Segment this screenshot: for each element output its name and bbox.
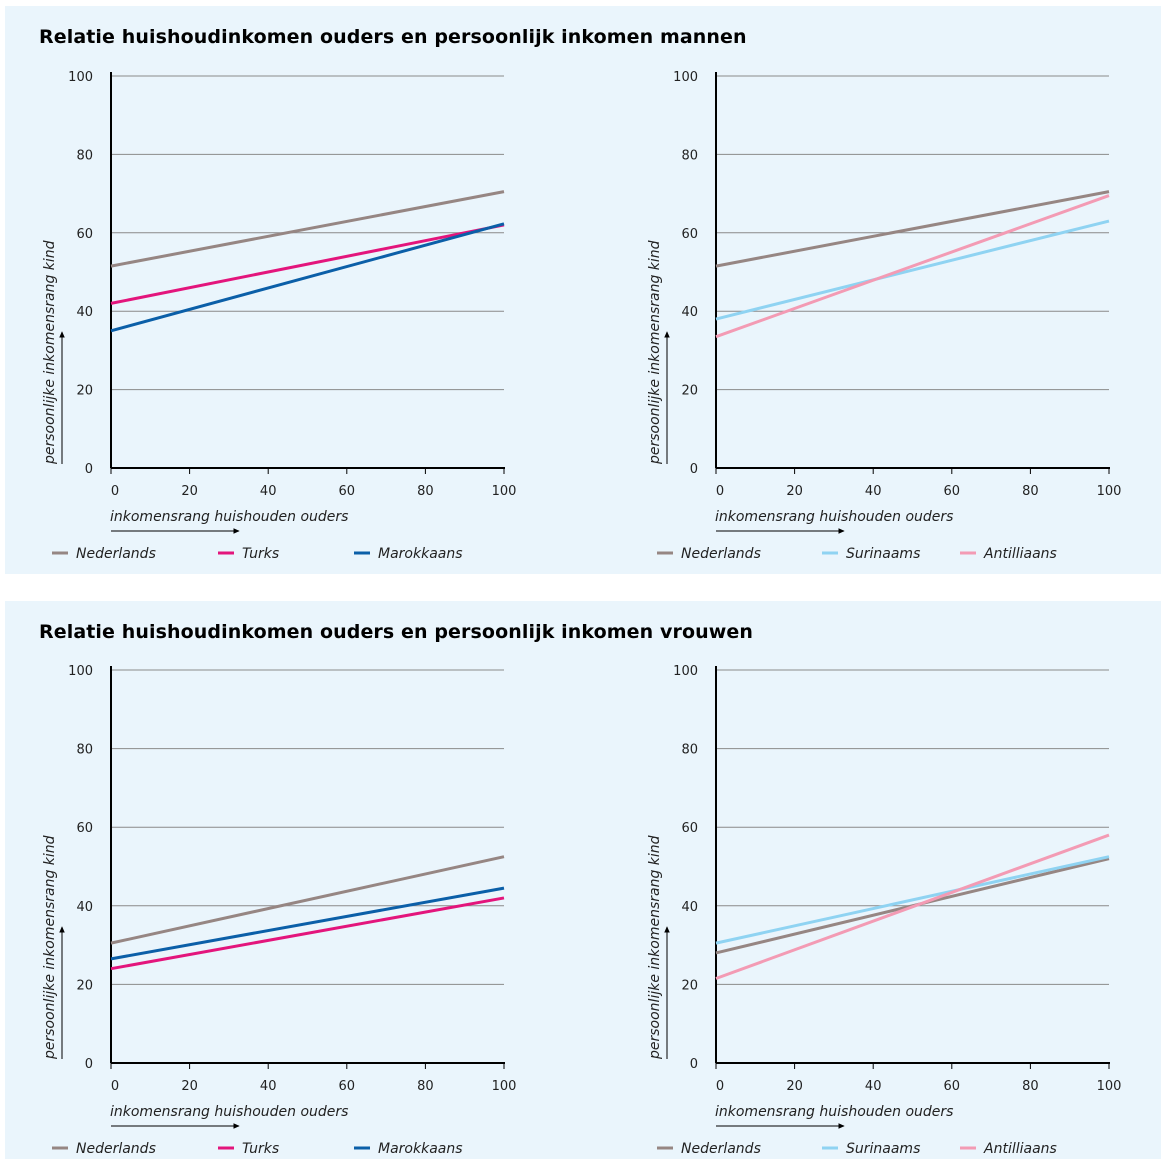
legend-label-turks: Turks — [242, 546, 279, 562]
legend-label-surinaams: Surinaams — [846, 546, 920, 562]
y-tick-label: 0 — [690, 1057, 698, 1072]
chart-3: 0 20 40 60 80 100 0 20 40 60 80 100 persoonlijke ink… — [42, 664, 516, 1157]
men-section-title: Relatie huishoudinkomen ouders en persoo… — [39, 26, 747, 48]
series-line-surinaams — [715, 855, 1110, 945]
x-tick-label: 100 — [492, 1079, 517, 1094]
y-axis-label: persoonlijke inkomensrang kind — [42, 835, 58, 1060]
x-tick-label: 40 — [260, 1079, 277, 1094]
y-tick-label: 100 — [673, 664, 698, 679]
x-axis-label: inkomensrang huishouden ouders — [110, 1104, 348, 1120]
y-tick-label: 60 — [76, 821, 93, 836]
x-tick-label: 60 — [944, 1079, 961, 1094]
y-axis-label: persoonlijke inkomensrang kind — [647, 240, 663, 465]
legend-label-nederlands: Nederlands — [681, 546, 761, 562]
series-line-nederlands — [110, 855, 505, 945]
y-tick-label: 40 — [681, 305, 698, 320]
x-tick-label: 80 — [1022, 1079, 1039, 1094]
x-tick-label: 80 — [417, 484, 434, 499]
chart-4: 0 20 40 60 80 100 0 20 40 60 80 100 persoonlijke ink… — [647, 664, 1121, 1157]
legend-label-nederlands: Nederlands — [76, 1141, 156, 1157]
x-axis-label: inkomensrang huishouden ouders — [715, 509, 953, 525]
x-tick-label: 100 — [1097, 484, 1122, 499]
y-tick-label: 80 — [76, 743, 93, 758]
x-axis-label: inkomensrang huishouden ouders — [715, 1104, 953, 1120]
y-tick-label: 60 — [681, 227, 698, 242]
x-tick-label: 80 — [1022, 484, 1039, 499]
legend-label-antilliaans: Antilliaans — [983, 546, 1057, 562]
y-tick-label: 40 — [681, 900, 698, 915]
legend-label-marokkaans: Marokkaans — [378, 546, 463, 562]
series-line-turks — [110, 896, 505, 971]
y-tick-label: 60 — [681, 821, 698, 836]
y-tick-label: 40 — [76, 305, 93, 320]
y-tick-label: 0 — [690, 462, 698, 477]
y-tick-label: 100 — [673, 70, 698, 85]
chart-1: 0 20 40 60 80 100 0 20 40 60 80 100 persoonlijke ink… — [42, 70, 516, 562]
y-tick-label: 100 — [68, 664, 93, 679]
series-line-marokkaans — [110, 886, 505, 961]
legend-label-antilliaans: Antilliaans — [983, 1141, 1057, 1157]
y-tick-label: 20 — [76, 384, 93, 399]
chart-2: 0 20 40 60 80 100 0 20 40 60 80 100 persoonlijke ink… — [647, 70, 1121, 562]
x-tick-label: 0 — [111, 1079, 119, 1094]
series-line-marokkaans — [110, 222, 505, 333]
women-section-title: Relatie huishoudinkomen ouders en persoo… — [39, 621, 753, 643]
legend-label-turks: Turks — [242, 1141, 279, 1157]
series-line-surinaams — [715, 219, 1110, 321]
x-tick-label: 100 — [492, 484, 517, 499]
x-tick-label: 40 — [260, 484, 277, 499]
x-tick-label: 60 — [944, 484, 961, 499]
series-line-antilliaans — [715, 833, 1110, 980]
legend-label-marokkaans: Marokkaans — [378, 1141, 463, 1157]
y-tick-label: 20 — [681, 384, 698, 399]
series-line-turks — [110, 223, 505, 305]
x-tick-label: 20 — [786, 1079, 803, 1094]
y-tick-label: 20 — [681, 978, 698, 993]
y-axis-label: persoonlijke inkomensrang kind — [647, 835, 663, 1060]
x-tick-label: 60 — [339, 484, 356, 499]
x-tick-label: 40 — [865, 1079, 882, 1094]
series-line-nederlands — [715, 190, 1110, 268]
x-tick-label: 0 — [716, 484, 724, 499]
women-panel: Relatie huishoudinkomen ouders en persoo… — [5, 601, 1161, 1159]
y-tick-label: 60 — [76, 227, 93, 242]
y-axis-label: persoonlijke inkomensrang kind — [42, 240, 58, 465]
x-tick-label: 40 — [865, 484, 882, 499]
legend-label-nederlands: Nederlands — [76, 546, 156, 562]
x-tick-label: 20 — [181, 484, 198, 499]
y-tick-label: 80 — [76, 148, 93, 163]
y-tick-label: 20 — [76, 978, 93, 993]
x-tick-label: 80 — [417, 1079, 434, 1094]
x-tick-label: 20 — [786, 484, 803, 499]
y-tick-label: 100 — [68, 70, 93, 85]
x-tick-label: 20 — [181, 1079, 198, 1094]
x-tick-label: 60 — [339, 1079, 356, 1094]
y-tick-label: 80 — [681, 743, 698, 758]
x-tick-label: 100 — [1097, 1079, 1122, 1094]
y-tick-label: 0 — [85, 462, 93, 477]
y-tick-label: 80 — [681, 148, 698, 163]
x-axis-label: inkomensrang huishouden ouders — [110, 509, 348, 525]
series-line-antilliaans — [715, 194, 1110, 339]
series-line-nederlands — [110, 190, 505, 268]
men-panel: Relatie huishoudinkomen ouders en persoo… — [5, 6, 1161, 574]
x-tick-label: 0 — [111, 484, 119, 499]
legend-label-surinaams: Surinaams — [846, 1141, 920, 1157]
x-tick-label: 0 — [716, 1079, 724, 1094]
y-tick-label: 0 — [85, 1057, 93, 1072]
y-tick-label: 40 — [76, 900, 93, 915]
legend-label-nederlands: Nederlands — [681, 1141, 761, 1157]
